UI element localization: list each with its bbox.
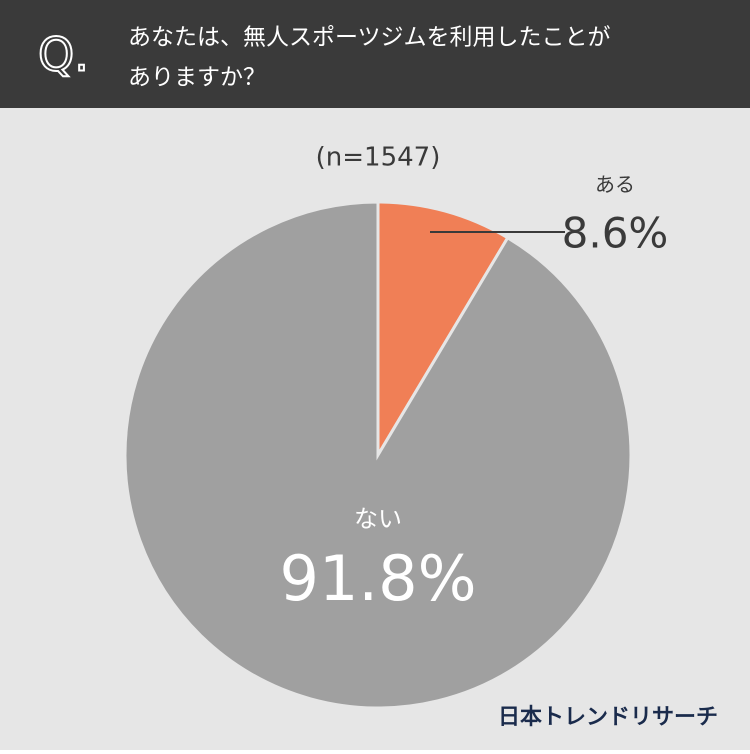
chart-subtitle: (n=1547) [316,143,441,173]
value-label: 8.6% [562,209,669,258]
pie [123,200,633,710]
slice-label: ない [354,505,402,533]
pie-slice [376,200,510,461]
question-mark: Q. [38,28,89,82]
value-label: 91.8% [280,542,477,615]
question-line: ありますか？ [128,65,266,91]
slice-label: ある [595,173,635,197]
brand-logo: 日本トレンドリサーチ [498,705,718,730]
header-band [0,0,750,108]
pie-slice [123,200,633,710]
question-line: あなたは、無人スポーツジムを利用したことが [128,25,611,51]
